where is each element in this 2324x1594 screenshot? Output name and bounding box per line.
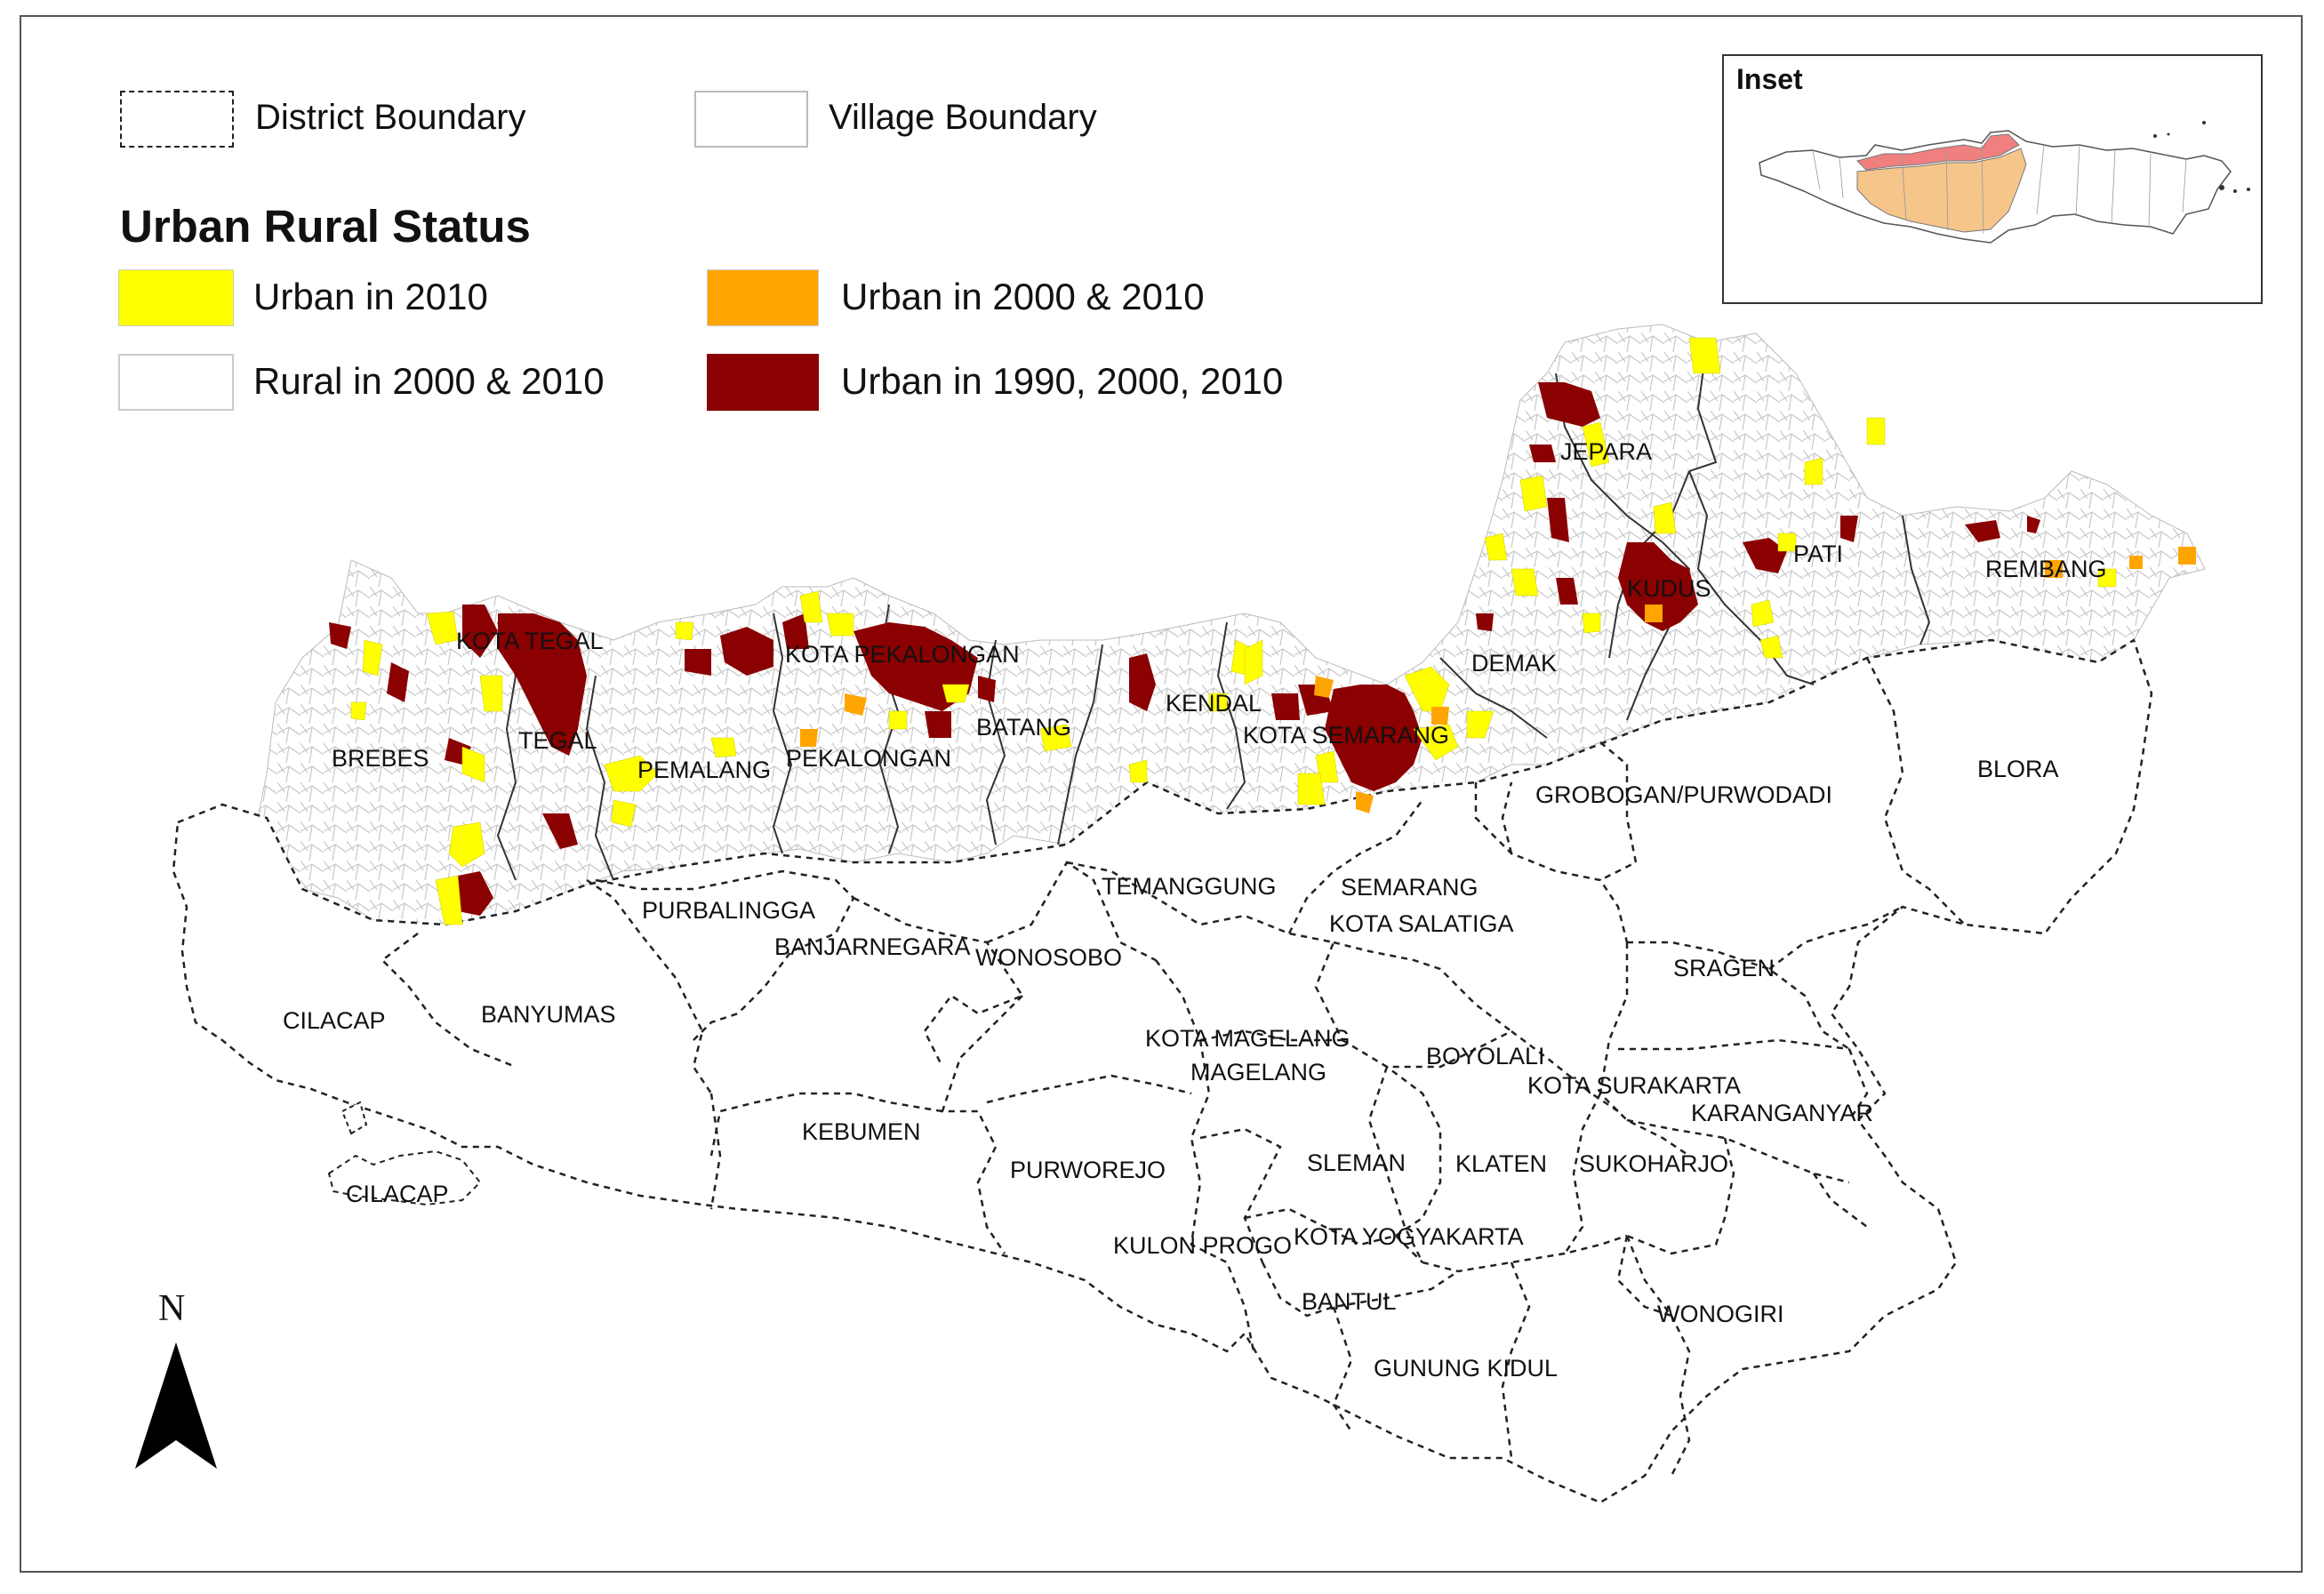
label-sragen: SRAGEN (1673, 955, 1775, 981)
inset-title: Inset (1736, 63, 1803, 95)
legend-swatch-urban-2000-2010 (707, 269, 819, 326)
north-arrow-label: N (158, 1288, 186, 1329)
inset-map: Inset (1722, 54, 2263, 304)
inset-java-shape (1759, 121, 2250, 244)
label-brebes: BREBES (332, 745, 429, 772)
label-kota-pekalongan: KOTA PEKALONGAN (785, 641, 1020, 668)
label-bantul: BANTUL (1302, 1288, 1397, 1315)
label-pati: PATI (1793, 541, 1843, 567)
label-rembang: REMBANG (1985, 556, 2107, 582)
urban-2010-areas (350, 337, 2117, 925)
label-boyolali: BOYOLALI (1426, 1043, 1545, 1069)
district-labels: KOTA TEGAL TEGAL BREBES PEMALANG KOTA PE… (283, 438, 2107, 1382)
district-boundary-swatch (120, 91, 234, 148)
legend-title: Urban Rural Status (120, 201, 531, 252)
label-jepara: JEPARA (1560, 438, 1652, 465)
legend-swatch-urban-2010 (118, 269, 234, 326)
legend-swatch-urban-1990-2000-2010 (707, 354, 819, 411)
legend-label-rural-2000-2010: Rural in 2000 & 2010 (253, 360, 605, 402)
label-tegal: TEGAL (518, 727, 597, 754)
north-arrow-icon (135, 1342, 217, 1469)
label-batang: BATANG (976, 714, 1071, 741)
label-kota-salatiga: KOTA SALATIGA (1329, 910, 1514, 937)
label-semarang: SEMARANG (1341, 874, 1479, 901)
label-wonogiri: WONOGIRI (1657, 1301, 1784, 1327)
southern-districts (172, 638, 2153, 1504)
label-kendal: KENDAL (1166, 690, 1262, 717)
label-temanggung: TEMANGGUNG (1102, 873, 1277, 900)
label-banyumas: BANYUMAS (481, 1001, 616, 1028)
label-grobogan: GROBOGAN/PURWODADI (1535, 781, 1832, 808)
label-kota-magelang: KOTA MAGELANG (1145, 1025, 1350, 1052)
north-coast-region (257, 324, 2206, 925)
label-pemalang: PEMALANG (637, 757, 771, 783)
district-boundary-label: District Boundary (255, 98, 526, 137)
label-pekalongan: PEKALONGAN (786, 745, 951, 772)
label-wonosobo: WONOSOBO (975, 944, 1122, 971)
label-kebumen: KEBUMEN (802, 1118, 921, 1145)
label-karanganyar: KARANGANYAR (1691, 1100, 1873, 1126)
village-boundary-label: Village Boundary (829, 98, 1097, 137)
label-kulon-progo: KULON PROGO (1113, 1232, 1292, 1259)
label-purworejo: PURWOREJO (1010, 1157, 1166, 1183)
legend-label-urban-2010: Urban in 2010 (253, 276, 488, 317)
district-boundaries (381, 657, 1966, 1477)
nusakambangan-island (327, 1149, 482, 1206)
label-klaten: KLATEN (1455, 1150, 1547, 1177)
village-boundary-swatch (694, 91, 808, 148)
label-kota-yogyakarta: KOTA YOGYAKARTA (1294, 1223, 1524, 1250)
label-demak: DEMAK (1471, 650, 1557, 677)
legend-label-urban-2000-2010: Urban in 2000 & 2010 (841, 276, 1205, 317)
label-cilacap-island: CILACAP (346, 1181, 449, 1207)
legend-label-urban-1990-2000-2010: Urban in 1990, 2000, 2010 (841, 360, 1284, 402)
label-kota-tegal: KOTA TEGAL (456, 628, 604, 654)
label-cilacap: CILACAP (283, 1007, 386, 1034)
label-kota-surakarta: KOTA SURAKARTA (1527, 1072, 1741, 1099)
legend-swatch-rural-2000-2010 (118, 354, 234, 411)
label-blora: BLORA (1977, 756, 2059, 782)
label-sleman: SLEMAN (1307, 1149, 1406, 1176)
label-banjarnegara: BANJARNEGARA (774, 933, 971, 960)
label-purbalingga: PURBALINGGA (642, 897, 815, 924)
urban-2000-2010-areas (800, 547, 2196, 813)
label-kota-semarang: KOTA SEMARANG (1243, 722, 1449, 749)
label-kudus: KUDUS (1627, 575, 1711, 602)
label-magelang: MAGELANG (1190, 1059, 1326, 1085)
label-gunung-kidul: GUNUNG KIDUL (1374, 1355, 1558, 1382)
label-sukoharjo: SUKOHARJO (1579, 1150, 1728, 1177)
